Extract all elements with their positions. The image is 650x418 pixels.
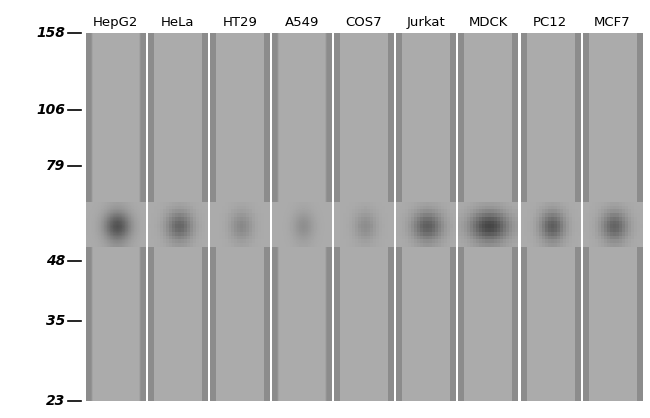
Text: HepG2: HepG2 [93, 16, 138, 29]
Text: HeLa: HeLa [161, 16, 194, 29]
Text: Jurkat: Jurkat [407, 16, 445, 29]
Text: A549: A549 [285, 16, 319, 29]
Text: MDCK: MDCK [469, 16, 508, 29]
Text: 106: 106 [36, 103, 65, 117]
Text: 23: 23 [46, 394, 65, 408]
Text: COS7: COS7 [346, 16, 382, 29]
Text: 48: 48 [46, 254, 65, 268]
Text: MCF7: MCF7 [594, 16, 630, 29]
Text: 35: 35 [46, 314, 65, 328]
Text: HT29: HT29 [222, 16, 257, 29]
Text: 79: 79 [46, 159, 65, 173]
Text: 158: 158 [36, 26, 65, 41]
Text: PC12: PC12 [533, 16, 567, 29]
